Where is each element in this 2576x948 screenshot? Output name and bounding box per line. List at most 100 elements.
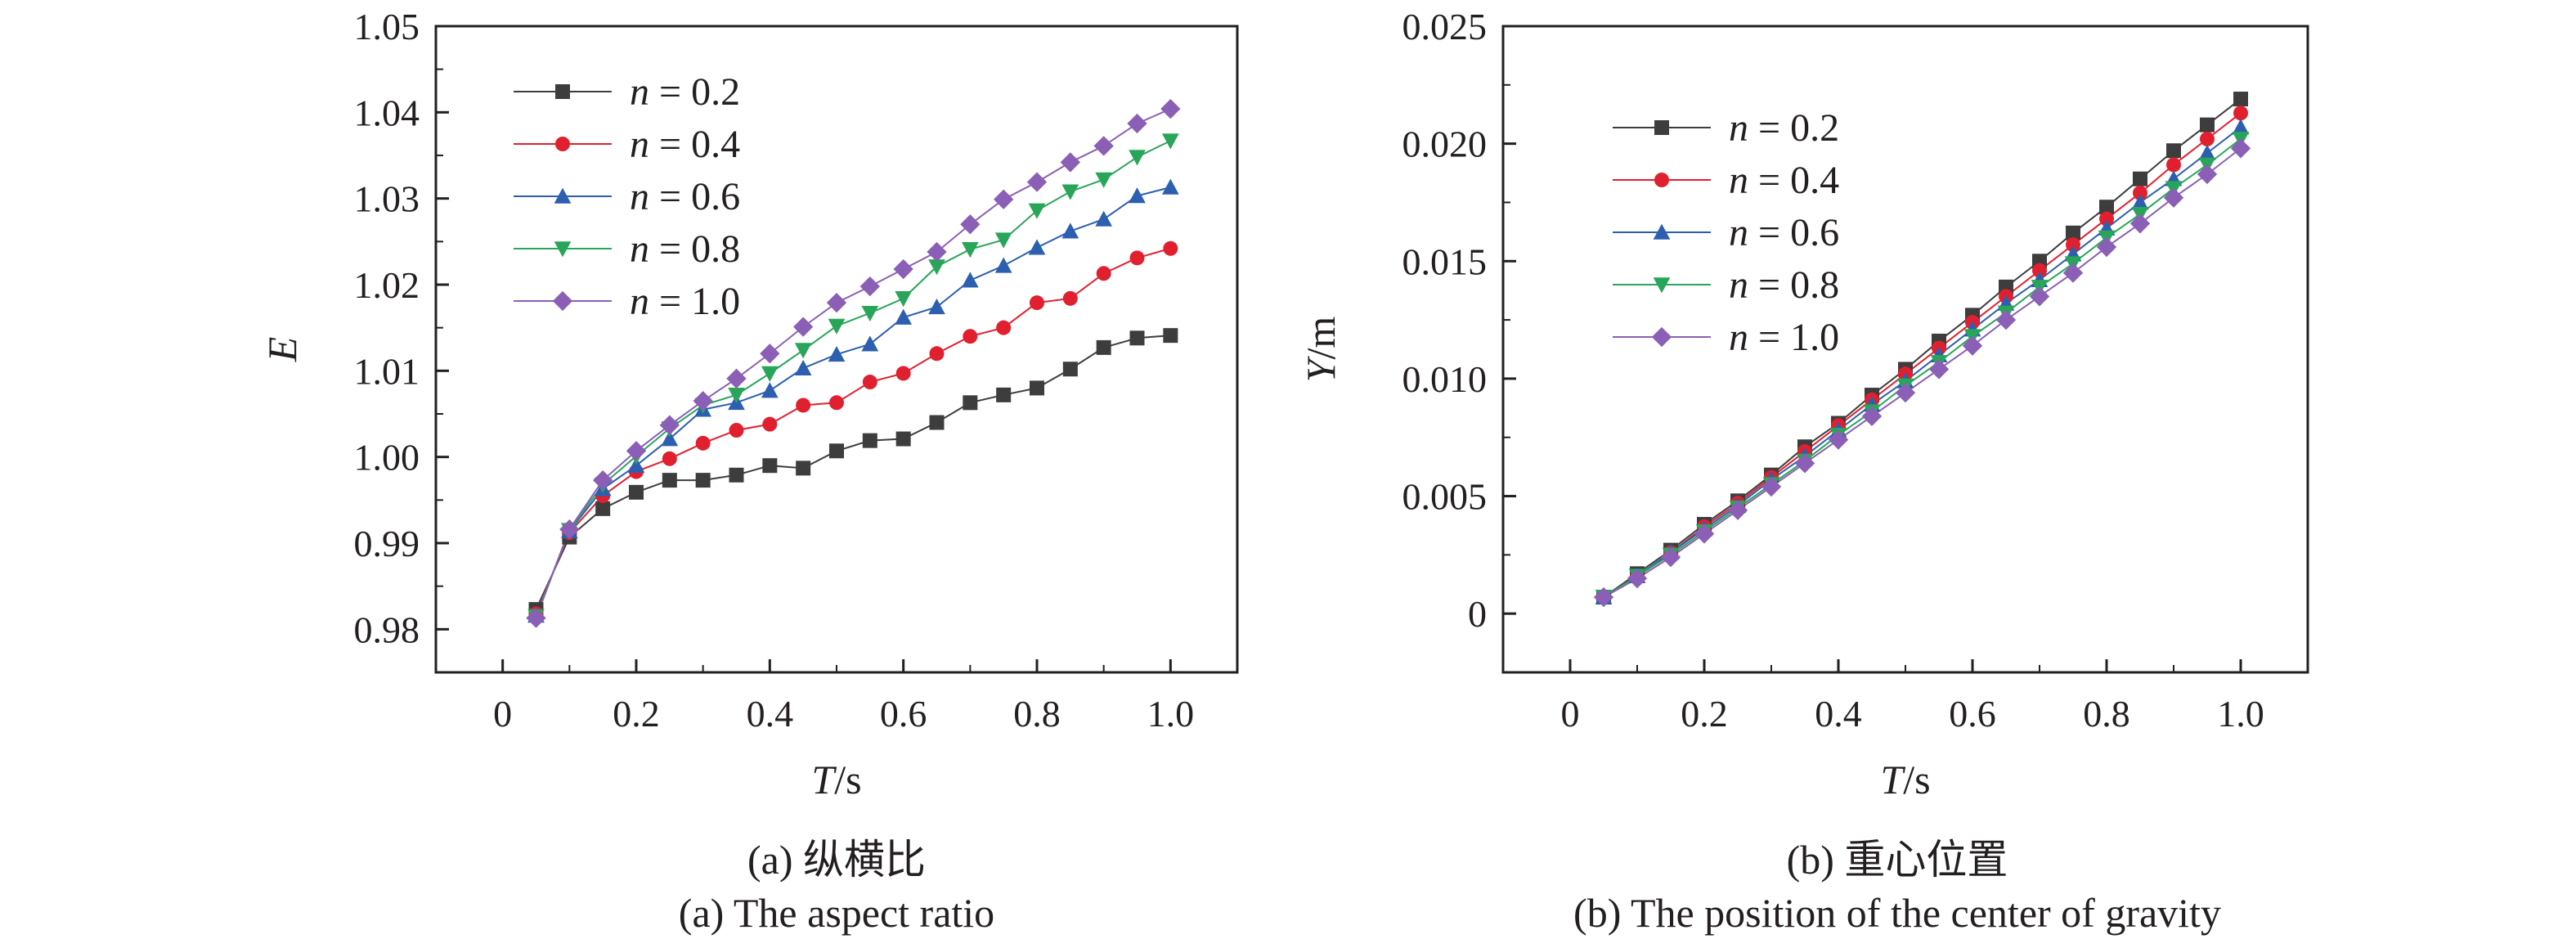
data-point <box>662 451 677 466</box>
legend-var: n <box>1729 106 1758 150</box>
x-tick-label: 0.6 <box>880 693 927 735</box>
data-point <box>1627 568 1648 589</box>
data-point <box>1861 406 1883 427</box>
data-point <box>2096 236 2117 258</box>
y-axis-unit: /m <box>1298 317 1344 360</box>
data-point <box>862 433 877 448</box>
y-tick-label: 1.03 <box>354 178 420 220</box>
legend-var: n <box>630 227 659 271</box>
legend-label: n = 0.2 <box>630 70 740 114</box>
data-point <box>2200 131 2215 146</box>
x-tick-label: 0.4 <box>1815 693 1862 735</box>
data-point <box>1160 98 1181 119</box>
data-point <box>2163 187 2184 208</box>
data-point <box>2133 171 2147 186</box>
x-axis-unit: /s <box>1903 757 1930 802</box>
chart-center-of-gravity: 0 0.2 0.4 0.6 0.8 1.0 0 0.005 0.010 0.015 0.020 0.0… <box>1298 6 2309 802</box>
legend-var: n <box>1729 211 1758 254</box>
data-point <box>2232 119 2250 135</box>
data-point <box>1129 150 1146 166</box>
legend-label: n = 1.0 <box>1729 316 1839 359</box>
data-point <box>626 441 647 461</box>
data-point <box>1096 266 1111 281</box>
data-point <box>761 382 779 398</box>
data-point <box>762 458 778 474</box>
y-tick-label: 0.005 <box>1402 476 1488 518</box>
data-point <box>1062 290 1078 306</box>
x-axis-unit: /s <box>834 757 861 802</box>
data-point <box>1163 240 1178 256</box>
data-point <box>794 343 812 359</box>
legend-marker <box>555 84 570 99</box>
data-point <box>828 318 846 335</box>
data-point <box>893 258 913 280</box>
data-point <box>996 320 1012 335</box>
caption-a-zh: (a) 纵横比 <box>747 837 926 883</box>
data-point <box>928 299 945 315</box>
legend-marker <box>552 290 573 312</box>
data-point <box>895 366 911 381</box>
x-tick-label: 0.8 <box>1013 693 1061 735</box>
data-point <box>861 305 879 322</box>
legend-var: n <box>1729 159 1758 202</box>
data-point <box>1727 500 1748 520</box>
y-axis-var: Y <box>1298 355 1344 382</box>
data-point <box>2233 92 2248 107</box>
data-point <box>826 292 847 313</box>
data-point <box>2066 225 2080 240</box>
data-point <box>828 345 846 362</box>
y-axis-title: E <box>259 337 305 363</box>
legend: n = 0.2n = 0.4n = 0.6n = 0.8n = 1.0 <box>514 70 740 323</box>
x-tick-label: 0.2 <box>1681 693 1728 735</box>
data-point <box>1060 152 1080 173</box>
legend-label: n = 0.4 <box>630 123 740 166</box>
data-point <box>627 456 645 473</box>
data-point <box>1030 295 1044 311</box>
y-tick-label: 1.04 <box>354 92 420 133</box>
data-point <box>1962 335 1983 356</box>
y-tick-label: 1.05 <box>354 6 420 47</box>
data-point <box>1062 362 1078 377</box>
data-point <box>796 398 811 413</box>
x-tick-label: 0 <box>493 693 512 735</box>
data-point <box>2200 117 2215 133</box>
data-point <box>1694 523 1715 544</box>
data-point <box>1995 309 2017 330</box>
legend-value: = 0.6 <box>659 175 740 218</box>
data-point <box>829 395 844 411</box>
legend-label: n = 0.8 <box>1729 263 1839 307</box>
legend-label: n = 0.2 <box>1729 106 1839 150</box>
data-point <box>1593 586 1614 608</box>
data-point <box>526 608 546 628</box>
data-point <box>895 308 913 325</box>
data-point <box>593 470 613 491</box>
data-point <box>1095 172 1113 188</box>
y-tick-label: 0.99 <box>354 523 420 564</box>
data-point <box>1129 330 1145 346</box>
data-point <box>994 232 1012 249</box>
y-tick-label: 0.015 <box>1402 240 1488 282</box>
data-point <box>2166 157 2181 173</box>
data-point <box>629 484 644 500</box>
y-tick-label: 0.010 <box>1402 358 1488 400</box>
data-point <box>761 366 779 382</box>
data-point <box>861 335 879 352</box>
data-point <box>961 242 979 258</box>
data-point <box>659 415 680 435</box>
legend-var: n <box>1729 263 1758 307</box>
data-point <box>595 501 611 516</box>
data-point <box>559 519 580 540</box>
y-tick-label: 0.020 <box>1402 124 1488 165</box>
data-point <box>895 431 911 447</box>
data-point <box>729 467 744 483</box>
y-axis-var: E <box>259 337 305 363</box>
legend-value: = 0.6 <box>1758 211 1839 254</box>
data-point <box>728 388 745 404</box>
legend-marker <box>554 187 572 204</box>
legend-var: n <box>630 280 659 323</box>
x-tick-label: 0.4 <box>747 693 794 735</box>
data-point <box>2029 286 2050 307</box>
data-point <box>862 375 877 390</box>
data-point <box>662 473 677 488</box>
